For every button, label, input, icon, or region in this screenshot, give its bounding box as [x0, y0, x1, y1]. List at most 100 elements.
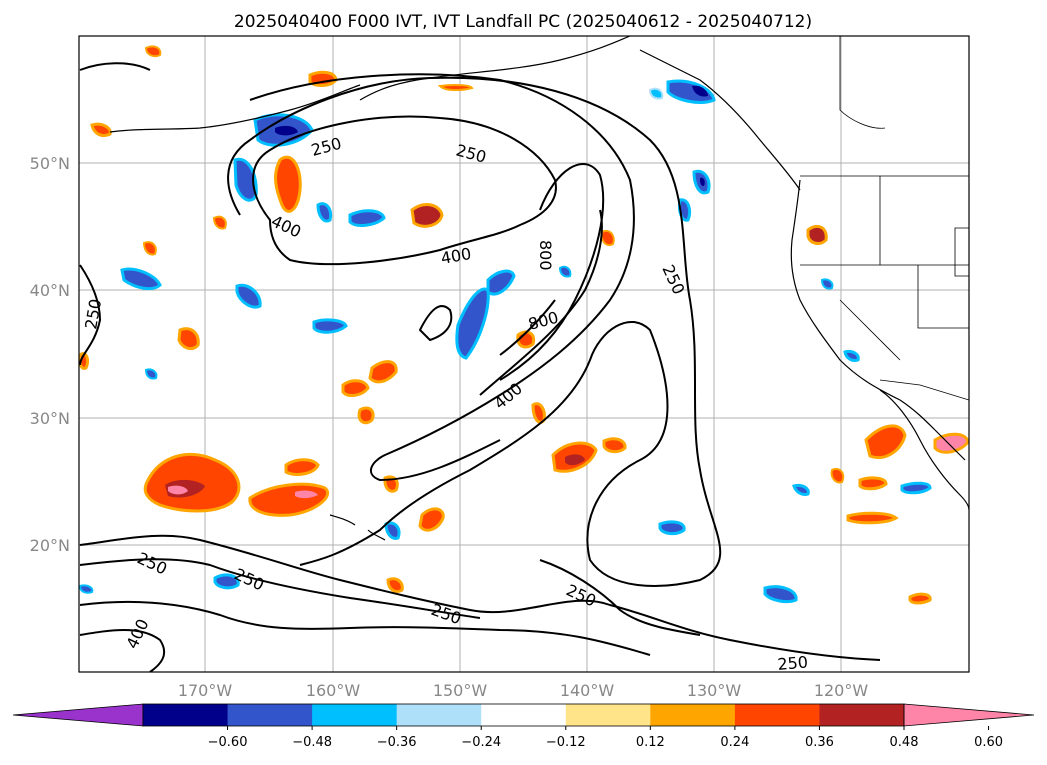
positive-patch	[368, 360, 398, 384]
colorbar-tick-label: −0.24	[461, 735, 501, 750]
figure-title: 2025040400 F000 IVT, IVT Landfall PC (20…	[234, 12, 812, 32]
contour-250-east	[539, 559, 701, 636]
colorbar-segment	[312, 704, 398, 726]
lon-label: 140°W	[560, 681, 615, 700]
negative-patch	[558, 265, 572, 278]
colorbar-tick-label: −0.48	[292, 735, 332, 750]
positive-patch	[830, 468, 845, 484]
colorbar-segment	[396, 704, 482, 726]
lat-label: 50°N	[30, 154, 70, 173]
contour-250-north	[79, 62, 151, 71]
contour-400-inner	[419, 305, 453, 341]
baja-coast	[879, 389, 969, 511]
lat-label: 20°N	[30, 536, 70, 555]
contour-250-sw	[79, 601, 651, 656]
us-west-coast	[790, 179, 936, 431]
negative-patch	[235, 283, 262, 309]
negative-patch	[384, 521, 401, 540]
colorbar-segment	[565, 704, 651, 726]
alaska-border	[839, 36, 886, 129]
colorbar-ticks: −0.60 −0.48 −0.36 −0.24 −0.12 0.12 0.24 0.36 0.4…	[208, 726, 1003, 750]
negative-patch	[348, 209, 386, 227]
positive-max	[295, 490, 318, 499]
colorbar-segment	[227, 704, 313, 726]
lat-label: 40°N	[30, 281, 70, 300]
latitude-labels: 50°N 40°N 30°N 20°N	[30, 154, 70, 555]
negative-patch	[843, 350, 860, 362]
positive-patch	[410, 203, 444, 228]
map-panel: 250 250 400 400 800 800 250 250 400 250 …	[78, 35, 970, 674]
positive-patch	[90, 122, 112, 138]
coastlines	[109, 36, 969, 541]
contour-800-c	[499, 299, 556, 356]
lat-label: 30°N	[30, 409, 70, 428]
negative-patch	[455, 287, 490, 360]
negative-patch	[658, 520, 686, 536]
colorbar-segment	[481, 704, 567, 726]
alaska-coast	[359, 36, 631, 101]
positive-patch	[284, 458, 320, 476]
colorbar-tick-label: 0.12	[636, 735, 665, 750]
colorbar-extend-high	[903, 703, 1035, 727]
negative-patch	[312, 318, 348, 334]
lon-label: 150°W	[433, 681, 488, 700]
colorbar-tick-label: −0.60	[208, 735, 248, 750]
colorbar-tick-label: 0.36	[805, 735, 834, 750]
lon-label: 130°W	[687, 681, 742, 700]
negative-patch	[763, 585, 798, 604]
negative-patch	[666, 79, 716, 104]
colorbar: −0.60 −0.48 −0.36 −0.24 −0.12 0.12 0.24 0.36 0.4…	[12, 703, 1035, 750]
negative-patch	[792, 484, 810, 496]
positive-patch	[858, 476, 888, 491]
aleutian-chain	[109, 84, 361, 133]
positive-patch	[386, 577, 404, 594]
positive-patch	[177, 327, 200, 351]
lon-label: 120°W	[814, 681, 869, 700]
negative-patch	[120, 267, 162, 291]
lon-label: 160°W	[306, 681, 361, 700]
contour-label: 250	[777, 652, 809, 674]
colorbar-tick-label: −0.36	[377, 735, 417, 750]
hawaii-islands	[329, 514, 386, 541]
contour-250-south	[79, 534, 881, 661]
positive-core	[565, 454, 585, 466]
contour-250-main	[227, 76, 722, 587]
colorbar-segment	[143, 704, 229, 726]
contour-800-a	[499, 163, 605, 381]
gridlines	[79, 36, 969, 672]
state-border-3	[917, 265, 969, 329]
lon-label: 170°W	[178, 681, 233, 700]
positive-patch	[144, 45, 162, 58]
contour-400-south	[79, 558, 481, 619]
positive-patch	[437, 83, 474, 92]
longitude-labels: 170°W 160°W 150°W 140°W 130°W 120°W	[178, 681, 869, 700]
negative-patch	[900, 481, 932, 495]
positive-patch	[806, 224, 828, 245]
ivt-contours	[79, 62, 881, 672]
us-mexico-border	[879, 379, 969, 401]
colorbar-segment	[734, 704, 820, 726]
colorbar-frame	[142, 703, 905, 727]
positive-patch	[357, 406, 375, 425]
contour-250-outer	[79, 264, 101, 366]
colorbar-segments	[12, 703, 1035, 727]
contour-400-loop	[252, 115, 557, 266]
positive-patch	[418, 507, 445, 532]
colorbar-segment	[819, 704, 905, 726]
colorbar-extend-low	[12, 703, 144, 727]
contour-labels: 250 250 400 400 800 800 250 250 400 250 …	[81, 134, 809, 674]
contour-label: 800	[536, 240, 555, 271]
colorbar-tick-label: 0.24	[720, 735, 749, 750]
positive-patch	[846, 511, 899, 525]
contour-400-band	[249, 73, 635, 481]
negative-patch	[144, 368, 158, 380]
positive-patch	[274, 155, 302, 213]
mexico-coast	[934, 429, 966, 461]
negative-core	[700, 177, 705, 186]
negative-patch	[213, 573, 240, 590]
negative-patch	[486, 269, 516, 296]
positive-patch	[602, 437, 627, 454]
contour-400-sw	[79, 629, 166, 672]
contour-800-b	[479, 209, 603, 396]
